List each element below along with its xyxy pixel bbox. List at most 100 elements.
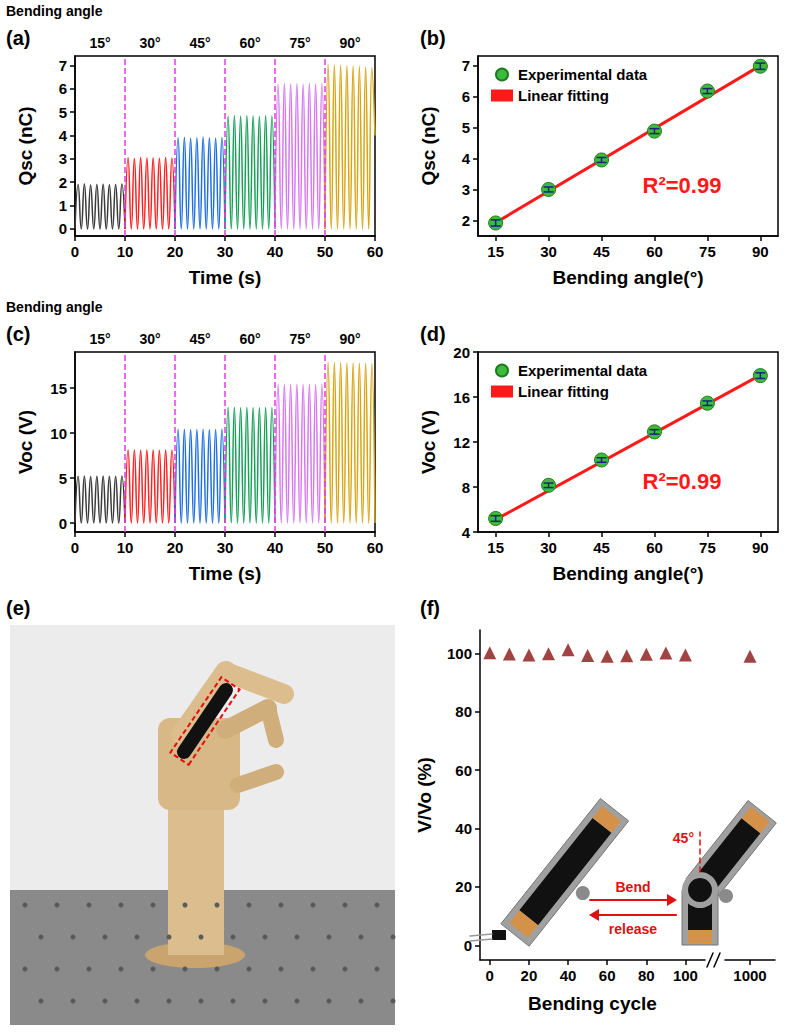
svg-text:100: 100 xyxy=(447,645,472,662)
svg-text:Bending angle(°): Bending angle(°) xyxy=(552,563,703,584)
svg-text:0: 0 xyxy=(71,243,79,260)
svg-text:Bend: Bend xyxy=(616,879,651,895)
svg-text:4: 4 xyxy=(462,150,471,167)
svg-text:45: 45 xyxy=(593,243,610,260)
svg-text:45: 45 xyxy=(593,539,610,556)
svg-text:60: 60 xyxy=(455,762,472,779)
svg-text:75: 75 xyxy=(699,243,716,260)
svg-text:Time (s): Time (s) xyxy=(189,267,262,288)
svg-text:20: 20 xyxy=(521,967,538,984)
svg-text:30°: 30° xyxy=(139,331,160,347)
svg-text:4: 4 xyxy=(462,524,471,541)
svg-text:20: 20 xyxy=(167,539,184,556)
svg-text:40: 40 xyxy=(267,243,284,260)
svg-text:30°: 30° xyxy=(139,35,160,51)
svg-text:Time (s): Time (s) xyxy=(189,563,262,584)
svg-text:60: 60 xyxy=(599,967,616,984)
svg-text:16: 16 xyxy=(453,389,470,406)
svg-text:(f): (f) xyxy=(420,597,440,619)
svg-text:2: 2 xyxy=(462,212,470,229)
svg-text:Linear fitting: Linear fitting xyxy=(518,383,609,400)
svg-text:75: 75 xyxy=(699,539,716,556)
svg-text:6: 6 xyxy=(59,80,67,97)
svg-text:60: 60 xyxy=(646,539,663,556)
svg-text:1: 1 xyxy=(59,197,67,214)
svg-text:2: 2 xyxy=(59,174,67,191)
svg-text:Bending angle: Bending angle xyxy=(6,299,103,315)
svg-text:15°: 15° xyxy=(89,331,110,347)
svg-text:(e): (e) xyxy=(6,597,30,619)
svg-text:6: 6 xyxy=(462,88,470,105)
svg-text:90°: 90° xyxy=(339,331,360,347)
svg-text:0: 0 xyxy=(486,967,494,984)
svg-text:Linear fitting: Linear fitting xyxy=(518,87,609,104)
svg-text:90: 90 xyxy=(752,539,769,556)
svg-text:Bending cycle: Bending cycle xyxy=(528,993,657,1014)
svg-text:1000: 1000 xyxy=(733,967,766,984)
svg-text:90: 90 xyxy=(752,243,769,260)
svg-text:10: 10 xyxy=(117,539,134,556)
svg-text:5: 5 xyxy=(59,470,67,487)
svg-text:80: 80 xyxy=(455,703,472,720)
svg-text:40: 40 xyxy=(560,967,577,984)
svg-text:0: 0 xyxy=(464,937,472,954)
svg-text:7: 7 xyxy=(59,57,67,74)
svg-text:30: 30 xyxy=(540,539,557,556)
svg-text:60°: 60° xyxy=(239,331,260,347)
svg-text:75°: 75° xyxy=(289,331,310,347)
svg-text:Voc (V): Voc (V) xyxy=(418,410,439,474)
svg-text:(c): (c) xyxy=(6,323,30,345)
svg-text:90°: 90° xyxy=(339,35,360,51)
svg-text:50: 50 xyxy=(317,539,334,556)
svg-text:60: 60 xyxy=(367,539,384,556)
svg-text:3: 3 xyxy=(59,150,67,167)
svg-text:V/Vo (%): V/Vo (%) xyxy=(414,757,435,833)
svg-text:40: 40 xyxy=(455,820,472,837)
svg-text:(a): (a) xyxy=(6,27,30,49)
svg-text:15: 15 xyxy=(50,380,67,397)
svg-text:20: 20 xyxy=(455,878,472,895)
svg-text:0: 0 xyxy=(59,220,67,237)
svg-text:R²=0.99: R²=0.99 xyxy=(643,469,722,494)
svg-text:(b): (b) xyxy=(420,27,446,49)
svg-text:(d): (d) xyxy=(420,323,446,345)
svg-text:60: 60 xyxy=(367,243,384,260)
svg-text:7: 7 xyxy=(462,57,470,74)
svg-text:20: 20 xyxy=(453,344,470,361)
svg-text:30: 30 xyxy=(540,243,557,260)
svg-text:20: 20 xyxy=(167,243,184,260)
svg-text:Experimental data: Experimental data xyxy=(518,362,648,379)
svg-text:15°: 15° xyxy=(89,35,110,51)
svg-text:30: 30 xyxy=(217,243,234,260)
svg-text:Bending angle: Bending angle xyxy=(6,3,103,19)
svg-text:Voc (V): Voc (V) xyxy=(15,410,36,474)
svg-text:release: release xyxy=(609,921,657,937)
svg-text:75°: 75° xyxy=(289,35,310,51)
svg-text:R²=0.99: R²=0.99 xyxy=(643,173,722,198)
svg-text:45°: 45° xyxy=(189,35,210,51)
svg-text:8: 8 xyxy=(462,479,470,496)
svg-text:50: 50 xyxy=(317,243,334,260)
svg-text:80: 80 xyxy=(638,967,655,984)
svg-text:30: 30 xyxy=(217,539,234,556)
svg-text:40: 40 xyxy=(267,539,284,556)
svg-text:5: 5 xyxy=(462,119,470,136)
svg-text:15: 15 xyxy=(487,539,504,556)
svg-text:15: 15 xyxy=(487,243,504,260)
svg-text:60: 60 xyxy=(646,243,663,260)
svg-text:3: 3 xyxy=(462,181,470,198)
svg-text:10: 10 xyxy=(117,243,134,260)
svg-text:45°: 45° xyxy=(673,830,694,846)
svg-text:5: 5 xyxy=(59,104,67,121)
svg-text:4: 4 xyxy=(59,127,68,144)
svg-text:10: 10 xyxy=(50,425,67,442)
svg-text:0: 0 xyxy=(71,539,79,556)
svg-text:60°: 60° xyxy=(239,35,260,51)
svg-text:45°: 45° xyxy=(189,331,210,347)
svg-text:0: 0 xyxy=(59,515,67,532)
svg-text:Experimental data: Experimental data xyxy=(518,66,648,83)
svg-text:Qsc (nC): Qsc (nC) xyxy=(15,106,36,185)
svg-text:12: 12 xyxy=(453,434,470,451)
svg-text:100: 100 xyxy=(673,967,698,984)
svg-text:Qsc (nC): Qsc (nC) xyxy=(418,106,439,185)
